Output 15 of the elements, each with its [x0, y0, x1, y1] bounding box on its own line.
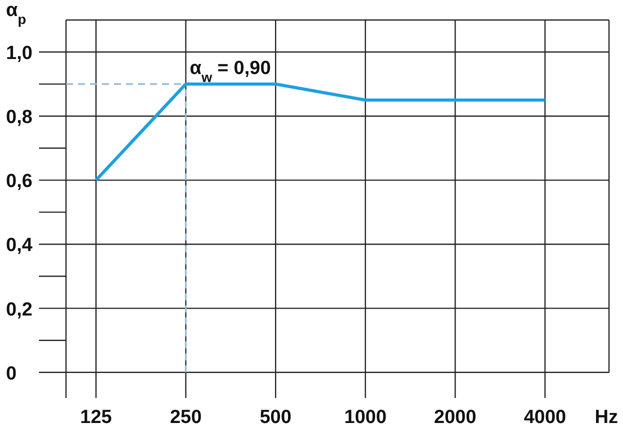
y-tick-label: 0,8 [6, 107, 32, 128]
y-axis-title: α$_{p}$ [6, 0, 26, 26]
y-tick-label: 0 [6, 363, 17, 384]
x-tick-label: 2000 [434, 407, 476, 428]
x-tick-label: 125 [80, 407, 112, 428]
x-axis-title: Hz [594, 407, 618, 428]
y-tick-label: 0,6 [6, 171, 32, 192]
y-tick-label: 1,0 [6, 43, 32, 64]
x-tick-label: 1000 [344, 407, 387, 428]
y-tick-label: 0,2 [6, 299, 32, 320]
y-tick-label: 0,4 [6, 235, 33, 256]
x-tick-label: 500 [260, 407, 292, 428]
annotation: α$_{w}$ = 0,90 [190, 58, 271, 85]
x-tick-label: 4000 [524, 407, 566, 428]
x-tick-label: 250 [170, 407, 202, 428]
